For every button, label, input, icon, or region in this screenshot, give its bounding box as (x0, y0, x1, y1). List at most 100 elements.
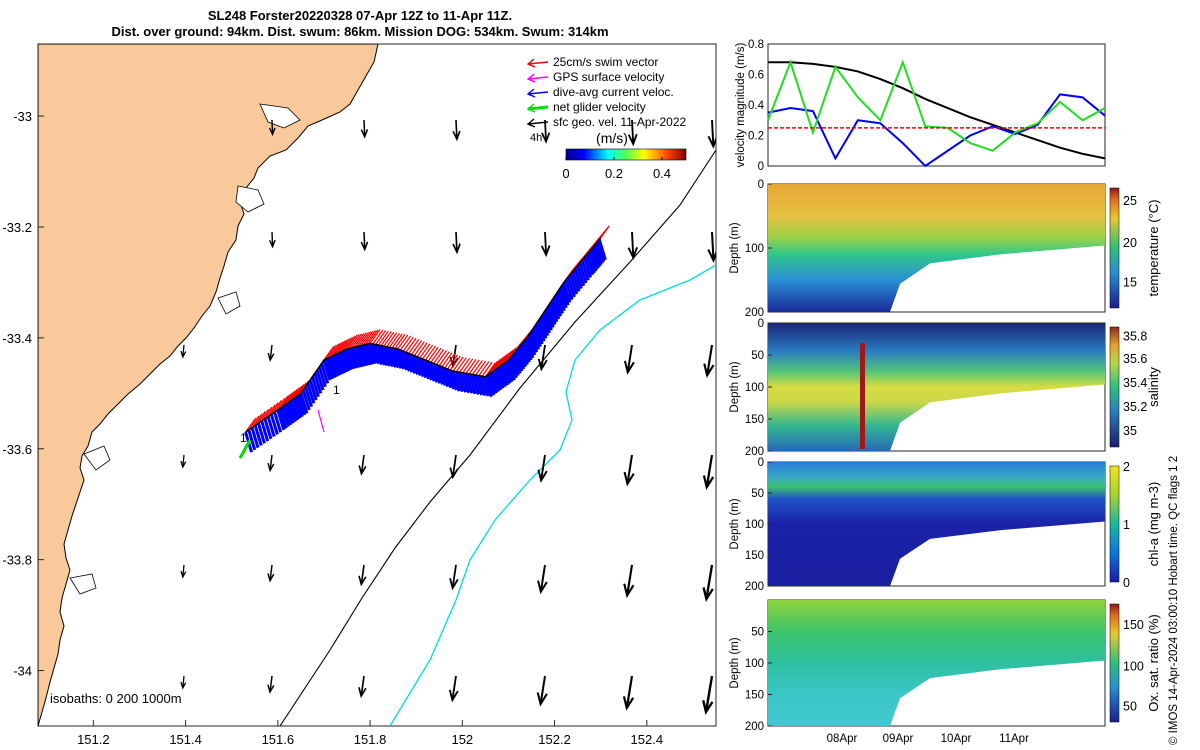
current-vector (471, 374, 480, 395)
legend-swatch (527, 91, 549, 95)
swim-vector (481, 361, 493, 377)
current-vector (480, 375, 490, 397)
current-vector (401, 350, 411, 372)
swim-vector (400, 335, 412, 351)
current-vector (266, 416, 276, 438)
current-vector (247, 429, 257, 451)
swim-vector (348, 334, 360, 349)
current-vector (276, 409, 286, 431)
swim-vector (251, 413, 263, 429)
section-colorbar-tick: 2 (1123, 460, 1130, 474)
current-vector (547, 304, 557, 326)
geo-arrow (705, 564, 714, 600)
current-vector (446, 368, 456, 390)
geo-arrow-head (268, 239, 276, 249)
current-vector (315, 369, 325, 391)
geo-arrow (182, 454, 185, 468)
swim-vector (360, 331, 372, 346)
current-vector (357, 345, 366, 367)
current-vector (299, 392, 309, 414)
current-vector (345, 348, 355, 370)
swim-vector (257, 408, 269, 424)
current-vector (396, 348, 406, 370)
swim-vector (341, 336, 353, 352)
current-vector (553, 295, 563, 317)
section-colorbar-tick: 150 (1123, 618, 1144, 632)
current-vector (597, 239, 607, 261)
section-ytick-label: 100 (745, 382, 764, 394)
velocity-panel: 0 0.2 0.4 0.6 0.8 velocity magnitude (m/s) (735, 39, 1106, 173)
current-vector (495, 367, 505, 389)
swim-vector (332, 341, 344, 356)
geo-arrow-head (623, 583, 635, 599)
land (38, 44, 379, 726)
map-xtick-label: 152.4 (631, 732, 664, 747)
current-vector (451, 370, 461, 392)
current-vector (418, 357, 428, 379)
swim-vector (430, 347, 442, 363)
current-vector (518, 346, 527, 368)
track-line (245, 237, 602, 433)
current-vector (580, 259, 590, 281)
legend-item-label: GPS surface velocity (553, 70, 664, 84)
current-vector (273, 411, 283, 433)
swim-vector (330, 342, 342, 358)
current-vector (260, 420, 270, 442)
swim-vector (436, 350, 447, 365)
map-ytick-label: -34 (13, 664, 32, 679)
swim-vector (267, 402, 279, 417)
legend-item-label: dive-avg current veloc. (553, 85, 674, 99)
swim-vector (279, 393, 291, 409)
current-vector (283, 404, 293, 426)
geo-arrow-head (449, 467, 459, 480)
geo-arrow (451, 675, 457, 701)
geo-arrow (626, 454, 634, 484)
section-field (768, 184, 1105, 312)
swim-vector (245, 417, 257, 433)
geo-arrow-head (180, 460, 187, 469)
swim-vector (494, 355, 506, 371)
geo-arrow (360, 675, 365, 697)
geo-arrow (540, 344, 546, 370)
swim-vector (433, 349, 445, 364)
map-y-axis: -33 -33.2 -33.4 -33.6 -33.8 -34 (2, 109, 44, 679)
current-vector (352, 346, 362, 368)
geo-arrow (631, 231, 635, 258)
current-vector (368, 342, 378, 364)
speed-colorbar-ticks: 0 0.2 0.4 (562, 157, 671, 181)
current-vector (338, 351, 348, 373)
geo-arrow (631, 119, 635, 145)
current-vector (514, 350, 524, 372)
velocity-ytick-label: 0.6 (748, 70, 764, 82)
geo-arrow (626, 344, 633, 373)
current-vector (556, 290, 566, 312)
current-vector (336, 352, 346, 374)
current-vector (385, 346, 395, 368)
geo-arrow-head (702, 587, 714, 603)
current-vector (290, 399, 300, 421)
section-xtick-label: 10Apr (941, 733, 972, 745)
current-vector (538, 318, 548, 339)
swim-vector (484, 362, 496, 378)
geo-arrow-head (180, 570, 187, 579)
current-vector (467, 373, 477, 395)
current-vector (497, 366, 507, 388)
current-vector (379, 345, 389, 367)
current-vector (371, 343, 381, 365)
legend-swatch (527, 76, 549, 80)
current-vector (432, 362, 442, 384)
section-colorbar-label: chl-a (mg m-3) (1146, 482, 1161, 567)
gps-velocity-arrow (317, 409, 325, 433)
geo-arrow (363, 119, 366, 137)
current-vector (412, 355, 422, 377)
swim-vector (491, 357, 503, 373)
current-vector (477, 375, 487, 397)
map-ytick-label: -33.6 (2, 442, 32, 457)
geo-arrow (452, 344, 457, 367)
swim-vector (447, 354, 459, 370)
current-vector (530, 329, 540, 350)
swim-vector (367, 329, 379, 345)
geo-arrow-head (707, 249, 716, 263)
swim-vector (391, 333, 403, 349)
current-vector (590, 247, 600, 269)
